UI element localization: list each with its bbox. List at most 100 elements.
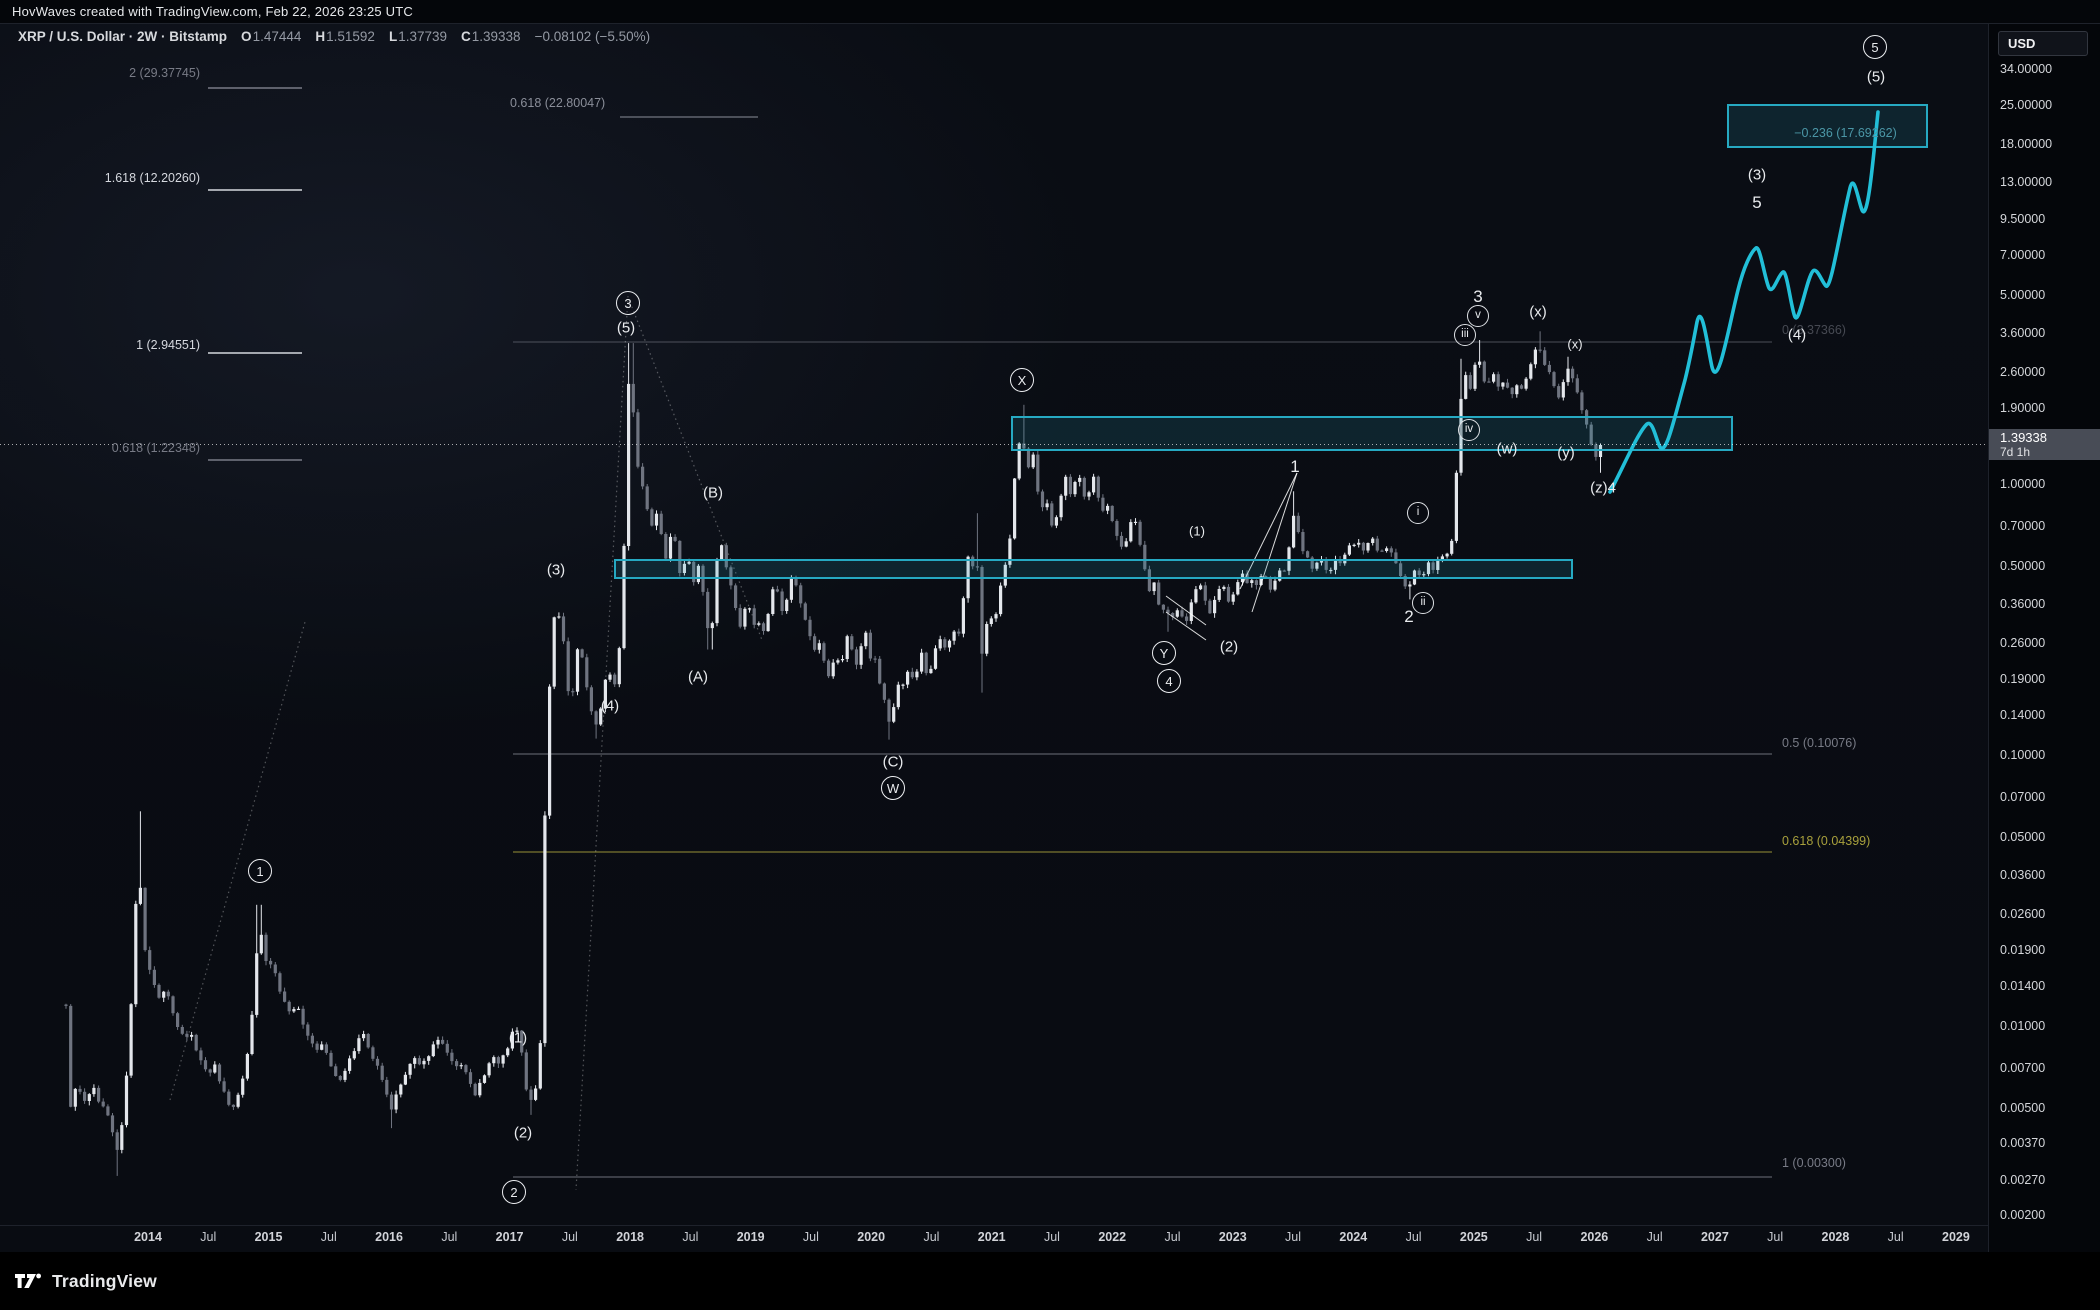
time-axis-tick-jul: Jul	[1405, 1230, 1422, 1244]
currency-toggle-button[interactable]: USD	[1998, 31, 2088, 56]
elliott-wave-label[interactable]: (z)4	[1590, 479, 1616, 497]
price-axis-tick: 0.14000	[2000, 708, 2046, 723]
time-axis-tick-jul: Jul	[1164, 1230, 1181, 1244]
elliott-wave-label[interactable]: 2	[1404, 607, 1414, 626]
elliott-wave-circled-label[interactable]: 1	[248, 859, 272, 883]
time-axis-tick-year: 2018	[616, 1230, 645, 1244]
fib-level-label: 2 (29.37745)	[129, 66, 200, 80]
symbol-title[interactable]: XRP / U.S. Dollar · 2W · Bitstamp	[18, 29, 228, 44]
fib-level-label: 0.5 (0.10076)	[1782, 736, 1857, 750]
price-axis-tick: 2.60000	[2000, 364, 2046, 379]
top-separator	[0, 23, 2100, 24]
price-axis-tick: 0.01000	[2000, 1019, 2046, 1034]
price-axis-tick: 13.00000	[2000, 175, 2053, 190]
fib-level-label: 0.618 (0.04399)	[1782, 834, 1871, 848]
elliott-wave-circled-label[interactable]: W	[881, 776, 905, 800]
trendlines-layer	[1165, 472, 1298, 641]
elliott-wave-circled-label[interactable]: ii	[1412, 592, 1434, 614]
tradingview-logo[interactable]: TradingView	[14, 1270, 157, 1292]
elliott-wave-circled-label[interactable]: X	[1010, 368, 1034, 392]
price-axis-tick: 0.36000	[2000, 597, 2046, 612]
elliott-wave-label[interactable]: (x)	[1567, 336, 1583, 352]
chart-pane[interactable]	[0, 23, 1988, 1252]
price-axis-tick: 0.03600	[2000, 868, 2046, 883]
dotted-trendlines-layer	[169, 295, 763, 1191]
elliott-wave-circled-label[interactable]: 4	[1157, 669, 1181, 693]
ohlc-low: L1.37739	[388, 29, 447, 44]
elliott-wave-label[interactable]: (3)	[1747, 166, 1767, 184]
time-axis-tick-year: 2021	[977, 1230, 1006, 1244]
price-axis-tick: 0.00270	[2000, 1173, 2046, 1188]
elliott-wave-circled-label[interactable]: i	[1407, 502, 1429, 524]
axis-separator	[1988, 23, 1989, 1252]
elliott-wave-label[interactable]: (1)	[508, 1029, 528, 1047]
elliott-wave-circled-label[interactable]: 3	[616, 291, 640, 315]
elliott-wave-label[interactable]: (5)	[616, 319, 636, 337]
time-axis-tick-year: 2023	[1218, 1230, 1247, 1244]
fib-level-label: 1 (2.94551)	[136, 338, 200, 352]
supply-demand-box[interactable]	[1727, 104, 1928, 148]
elliott-wave-circled-label[interactable]: 5	[1863, 35, 1887, 59]
time-axis-tick-year: 2015	[254, 1230, 283, 1244]
price-axis-tick: 0.00700	[2000, 1061, 2046, 1075]
time-axis-tick-jul: Jul	[200, 1230, 217, 1244]
time-axis-tick-year: 2016	[375, 1230, 403, 1244]
fib-target-label: −0.236 (17.69262)	[1794, 126, 1897, 140]
elliott-wave-label[interactable]: 5	[1752, 193, 1762, 212]
price-axis-tick: 18.00000	[2000, 136, 2053, 151]
forecast-wave-path[interactable]	[1608, 110, 1880, 494]
elliott-wave-label[interactable]: (w)	[1496, 440, 1518, 458]
elliott-wave-circled-label[interactable]: Y	[1152, 641, 1176, 665]
fib-level-label: 0 (3.37366)	[1782, 323, 1846, 337]
price-axis-tick: 7.00000	[2000, 247, 2046, 262]
price-axis-tick: 0.02600	[2000, 906, 2046, 921]
projection-wave-layer	[1608, 110, 1880, 494]
fib-level-label: 1 (0.00300)	[1782, 1156, 1846, 1170]
tradingview-logo-text: TradingView	[52, 1270, 157, 1291]
elliott-wave-label[interactable]: 1	[1290, 457, 1300, 476]
fib-level-label: 0.618 (22.80047)	[510, 96, 606, 110]
time-axis-separator	[0, 1225, 1988, 1226]
candles-layer	[64, 331, 1603, 1176]
time-axis-tick-jul: Jul	[441, 1230, 458, 1244]
supply-demand-box[interactable]	[614, 559, 1573, 579]
price-axis[interactable]	[1988, 23, 2100, 1252]
time-axis-tick-jul: Jul	[1285, 1230, 1302, 1244]
elliott-wave-label[interactable]: (5)	[1866, 68, 1886, 86]
elliott-wave-circled-label[interactable]: v	[1467, 305, 1489, 327]
fib-level-label: 0.618 (1.22348)	[111, 441, 200, 455]
elliott-wave-label[interactable]: (1)	[1189, 523, 1205, 539]
price-axis-tick: 0.70000	[2000, 518, 2046, 533]
elliott-wave-label[interactable]: (B)	[703, 484, 723, 502]
time-axis-tick-jul: Jul	[1646, 1230, 1663, 1244]
elliott-wave-circled-label[interactable]: iii	[1454, 324, 1476, 346]
elliott-wave-label[interactable]: (C)	[882, 753, 904, 771]
price-axis-tick: 0.19000	[2000, 672, 2046, 687]
time-axis-tick-year: 2024	[1339, 1230, 1368, 1244]
watermark-text: HovWaves created with TradingView.com, F…	[12, 4, 413, 19]
elliott-wave-label[interactable]: (A)	[688, 668, 708, 686]
price-axis-tick: 0.01900	[2000, 943, 2046, 958]
elliott-wave-label[interactable]: (4)	[1787, 326, 1807, 344]
price-axis-tick: 1.90000	[2000, 401, 2046, 416]
price-axis-tick: 9.50000	[2000, 212, 2046, 227]
tradingview-logo-icon	[15, 1273, 41, 1288]
elliott-wave-label[interactable]: (2)	[1219, 638, 1239, 656]
fib-lines-layer	[208, 87, 1772, 1178]
elliott-wave-label[interactable]: 3	[1473, 287, 1483, 306]
price-axis-tick: 34.00000	[2000, 61, 2053, 76]
elliott-wave-label[interactable]: (x)	[1529, 303, 1547, 321]
ohlc-open: O1.47444	[241, 29, 302, 44]
elliott-wave-circled-label[interactable]: 2	[502, 1180, 526, 1204]
elliott-wave-label[interactable]: (2)	[513, 1124, 533, 1142]
elliott-wave-label[interactable]: (3)	[546, 561, 566, 579]
ohlc-high: H1.51592	[315, 29, 375, 44]
time-axis-tick-year: 2022	[1098, 1230, 1127, 1244]
time-axis-tick-year: 2020	[857, 1230, 886, 1244]
elliott-wave-label[interactable]: (4)	[600, 697, 620, 715]
elliott-wave-label[interactable]: (y)	[1557, 444, 1575, 462]
elliott-wave-circled-label[interactable]: iv	[1458, 419, 1480, 441]
symbol-legend[interactable]: XRP / U.S. Dollar · 2W · Bitstamp O1.474…	[18, 29, 650, 44]
supply-demand-box[interactable]	[1011, 416, 1733, 451]
